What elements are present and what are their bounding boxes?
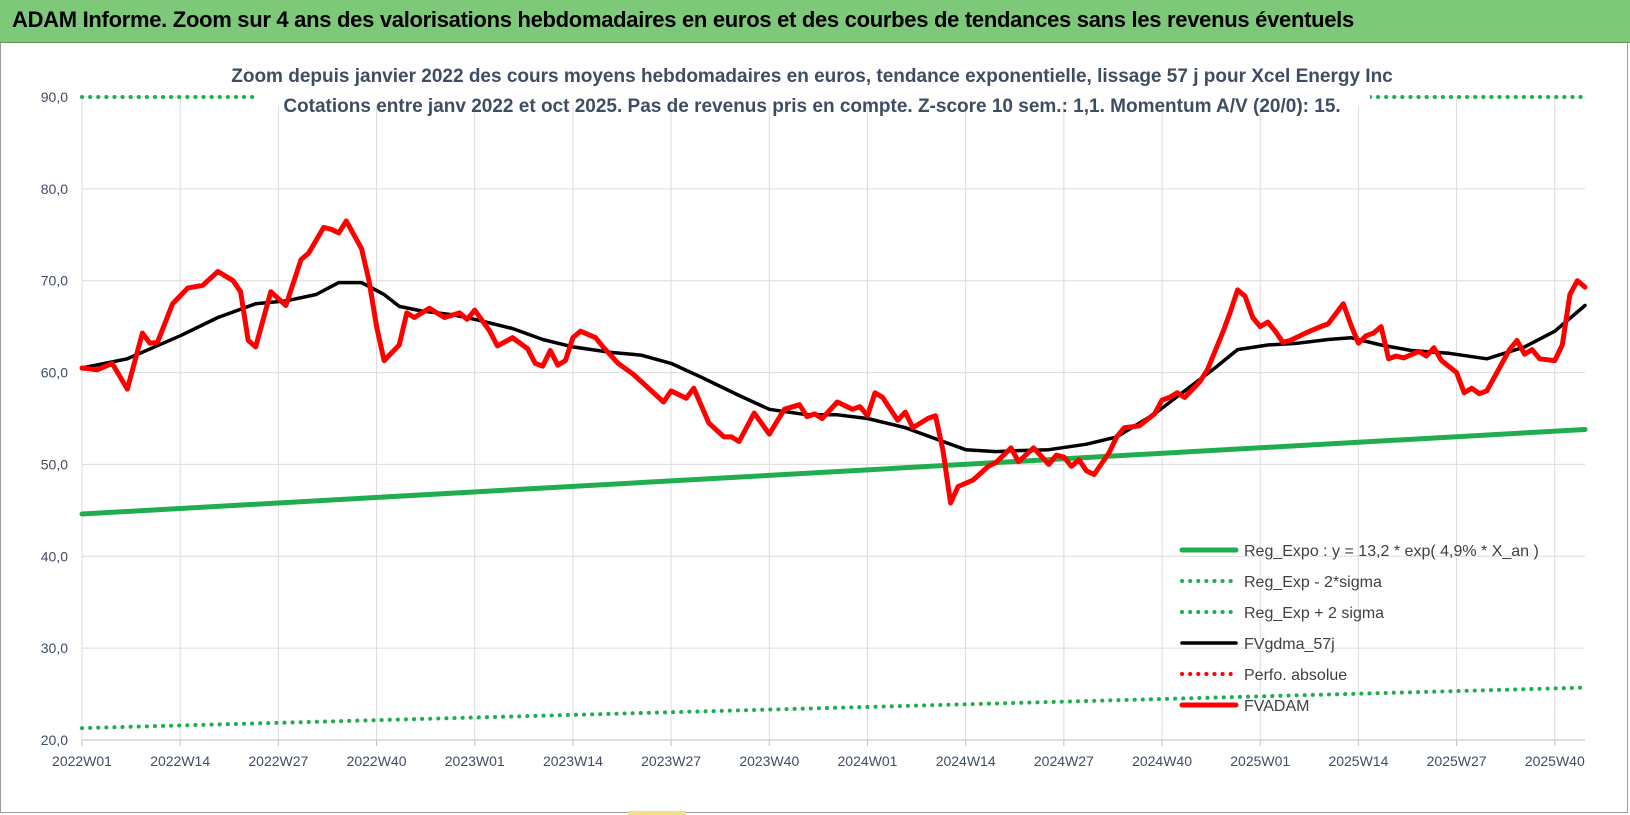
y-tick-label: 40,0 <box>41 548 68 564</box>
legend-label: Reg_Exp + 2 sigma <box>1244 605 1384 622</box>
y-tick-label: 80,0 <box>41 181 68 197</box>
x-tick-label: 2025W27 <box>1427 753 1487 769</box>
y-tick-label: 50,0 <box>41 456 68 472</box>
legend-label: Reg_Expo : y = 13,2 * exp( 4,9% * X_an ) <box>1244 543 1539 560</box>
x-tick-label: 2023W27 <box>641 753 701 769</box>
series-line-3 <box>80 280 1587 454</box>
subtitle-background <box>255 47 1370 105</box>
x-tick-label: 2024W40 <box>1132 753 1192 769</box>
chart: 2022W01 2022W14 2022W27 2022W40 2023W01 2023W… <box>41 47 1588 769</box>
series-group <box>79 95 1588 731</box>
bottom-accent <box>628 811 686 815</box>
legend-label: FVgdma_57j <box>1244 636 1335 653</box>
chart-title: Zoom depuis janvier 2022 des cours moyen… <box>231 66 1393 87</box>
x-tick-label: 2025W40 <box>1525 753 1585 769</box>
x-tick-label: 2022W14 <box>150 753 210 769</box>
y-tick-label: 20,0 <box>41 732 68 748</box>
x-tick-label: 2024W14 <box>936 753 996 769</box>
x-axis: 2022W01 2022W14 2022W27 2022W40 2023W01 2023W… <box>52 753 1585 769</box>
x-tick-label: 2022W40 <box>347 753 407 769</box>
y-tick-label: 30,0 <box>41 640 68 656</box>
legend-label: Perfo. absolue <box>1244 667 1347 684</box>
series-line-1 <box>80 685 1587 731</box>
legend: Reg_Expo : y = 13,2 * exp( 4,9% * X_an )… <box>1179 543 1539 715</box>
y-tick-label: 90,0 <box>41 89 68 105</box>
x-tick-label: 2024W27 <box>1034 753 1094 769</box>
chart-subtitle: Cotations entre janv 2022 et oct 2025. P… <box>283 96 1340 117</box>
x-tick-label: 2022W01 <box>52 753 112 769</box>
header-title: ADAM Informe. Zoom sur 4 ans des valoris… <box>12 7 1354 32</box>
x-tick-label: 2025W01 <box>1230 753 1290 769</box>
y-axis: 20,0 30,0 40,0 50,0 60,0 70,0 80,0 90,0 <box>41 89 68 748</box>
legend-label: Reg_Exp - 2*sigma <box>1244 574 1382 591</box>
y-tick-label: 70,0 <box>41 273 68 289</box>
x-tick-label: 2025W14 <box>1328 753 1388 769</box>
series-line-0 <box>79 427 1588 517</box>
x-tick-label: 2023W01 <box>445 753 505 769</box>
x-tick-label: 2023W14 <box>543 753 603 769</box>
x-tick-label: 2024W01 <box>838 753 898 769</box>
header-bar: ADAM Informe. Zoom sur 4 ans des valoris… <box>0 0 1630 43</box>
y-tick-label: 60,0 <box>41 365 68 381</box>
x-tick-label: 2023W40 <box>739 753 799 769</box>
legend-label: FVADAM <box>1244 698 1309 715</box>
grid <box>81 96 1585 746</box>
series-line-5 <box>79 218 1588 506</box>
x-tick-label: 2022W27 <box>248 753 308 769</box>
